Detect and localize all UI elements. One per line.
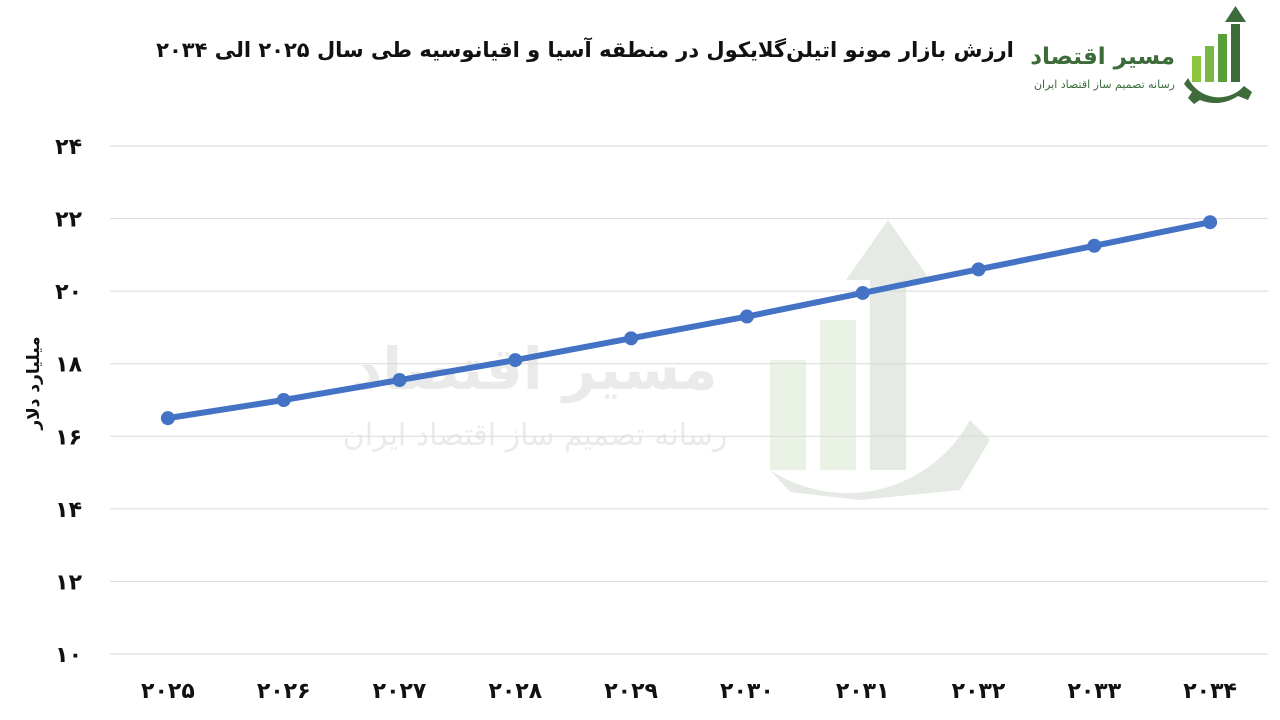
watermark-icon <box>770 220 990 500</box>
x-tick-label: ۲۰۲۹ <box>604 679 658 704</box>
data-point <box>1087 238 1102 253</box>
x-tick-label: ۲۰۳۰ <box>720 679 774 704</box>
x-tick-label: ۲۰۳۳ <box>1067 679 1121 704</box>
data-point <box>1203 215 1218 230</box>
x-tick-label: ۲۰۲۵ <box>141 679 195 704</box>
y-tick-label: ۲۰ <box>55 280 82 305</box>
series-line <box>164 219 1214 422</box>
y-axis-ticks: ۱۰ ۱۲ ۱۴ ۱۶ ۱۸ ۲۰ ۲۲ ۲۴ <box>55 135 82 668</box>
x-tick-label: ۲۰۲۷ <box>373 679 427 704</box>
y-tick-label: ۱۶ <box>55 425 82 450</box>
series-layer <box>160 215 1218 426</box>
logo-name: مسیر اقتصاد <box>1030 44 1175 70</box>
x-tick-label: ۲۰۳۱ <box>836 679 890 704</box>
data-point <box>739 309 754 324</box>
data-point <box>624 331 639 346</box>
y-tick-label: ۲۲ <box>55 208 82 233</box>
data-point <box>508 353 523 368</box>
gear-chart-icon <box>1184 6 1252 104</box>
y-tick-label: ۱۰ <box>55 643 82 668</box>
x-tick-label: ۲۰۳۴ <box>1183 679 1237 704</box>
y-tick-label: ۱۴ <box>55 498 82 523</box>
y-tick-label: ۱۸ <box>55 353 82 378</box>
watermark-tagline: رسانه تصمیم ساز اقتصاد ایران <box>342 418 728 453</box>
data-point <box>276 393 291 407</box>
data-point <box>971 262 986 277</box>
x-tick-label: ۲۰۲۶ <box>257 679 311 704</box>
x-tick-label: ۲۰۲۸ <box>488 679 542 704</box>
gridlines <box>110 145 1268 655</box>
watermark-name: مسیر اقتصاد <box>352 335 718 403</box>
data-point <box>855 285 870 300</box>
data-point <box>392 373 407 388</box>
x-axis-ticks: ۲۰۲۵ ۲۰۲۶ ۲۰۲۷ ۲۰۲۸ ۲۰۲۹ ۲۰۳۰ ۲۰۳۱ ۲۰۳۲ ۲۰۳۳ ۲۰۳۴ <box>141 679 1237 704</box>
logo-tagline: رسانه تصمیم ساز اقتصاد ایران <box>1033 78 1175 91</box>
y-tick-label: ۲۴ <box>55 135 82 160</box>
chart-title: ارزش بازار مونو اتیلن‌گلایکول در منطقه آ… <box>156 38 1014 62</box>
data-point <box>160 411 175 426</box>
y-tick-label: ۱۲ <box>55 570 82 595</box>
brand-logo: مسیر اقتصاد رسانه تصمیم ساز اقتصاد ایران <box>1008 6 1270 106</box>
x-tick-label: ۲۰۳۲ <box>952 679 1006 704</box>
